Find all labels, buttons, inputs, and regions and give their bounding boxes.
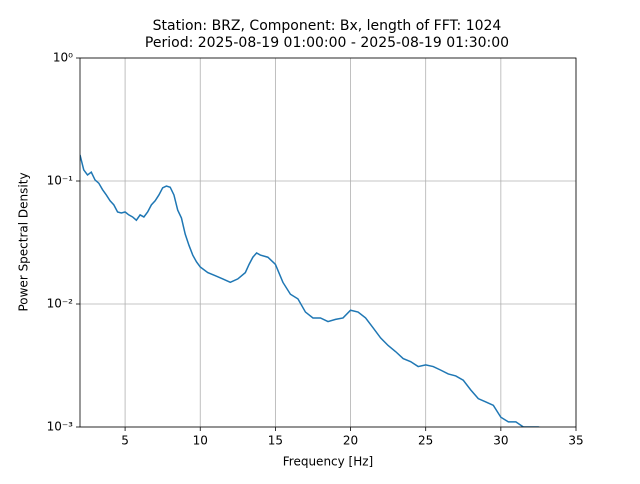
x-tick-label: 5 <box>121 434 129 448</box>
y-tick-label: 10⁻³ <box>47 420 74 434</box>
x-tick-label: 20 <box>343 434 358 448</box>
x-tick-label: 25 <box>418 434 433 448</box>
x-tick-label: 15 <box>268 434 283 448</box>
chart-title: Station: BRZ, Component: Bx, length of F… <box>153 18 502 34</box>
chart-subtitle: Period: 2025-08-19 01:00:00 - 2025-08-19… <box>145 35 509 51</box>
y-tick-label: 10⁻² <box>47 297 74 311</box>
x-tick-label: 10 <box>193 434 208 448</box>
y-tick-label: 10⁻¹ <box>47 174 74 188</box>
x-tick-label: 35 <box>568 434 583 448</box>
data-line <box>80 154 541 427</box>
x-axis-label: Frequency [Hz] <box>283 455 374 469</box>
y-axis-label: Power Spectral Density <box>17 172 31 311</box>
x-tick-label: 30 <box>493 434 508 448</box>
plot-frame <box>79 57 577 428</box>
y-tick-label: 10⁰ <box>53 51 73 65</box>
